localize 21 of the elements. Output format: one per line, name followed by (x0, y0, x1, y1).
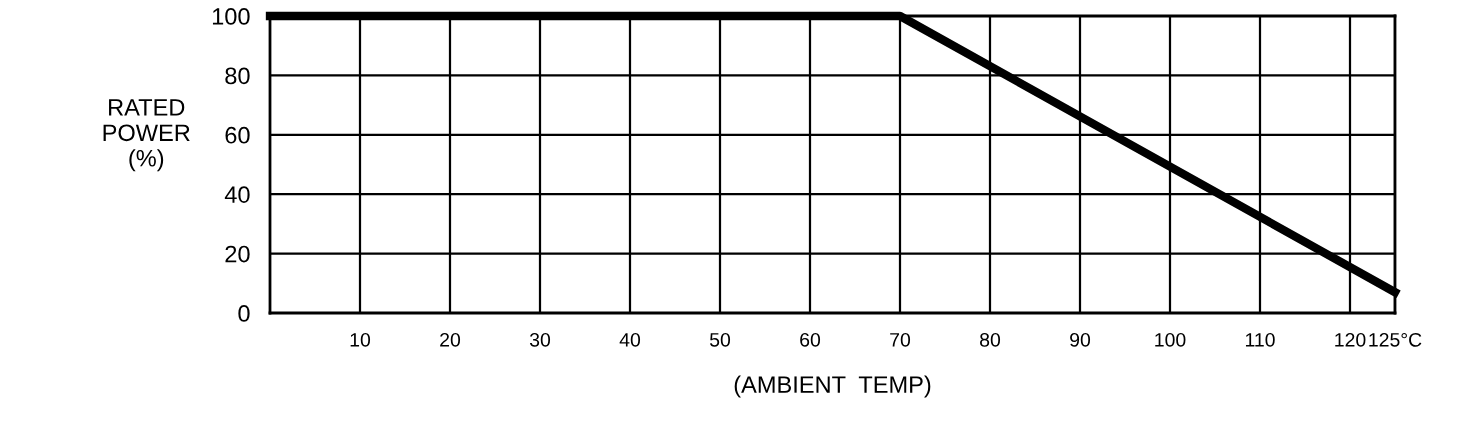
x-tick-label: 10 (350, 332, 371, 347)
x-tick-label: 30 (529, 332, 551, 347)
x-tick-label: 70 (890, 332, 911, 347)
y-tick-label: 60 (225, 126, 250, 144)
x-tick-label: 20 (440, 332, 461, 347)
x-tick-label: 50 (709, 332, 731, 347)
y-tick-label: 0 (238, 305, 250, 322)
x-axis-title: (AMBIENT TEMP) (734, 375, 931, 398)
x-tick-label: 90 (1070, 332, 1091, 347)
x-tick-label: 60 (800, 332, 821, 347)
y-axis-title: RATED POWER (%) (103, 99, 190, 172)
x-tick-label: 40 (619, 332, 641, 347)
x-tick-label: 80 (980, 332, 1001, 347)
x-tick-label: 110 (1245, 332, 1275, 347)
x-tick-label: 125°C (1369, 332, 1422, 347)
y-tick-label: 100 (212, 8, 250, 25)
y-tick-label: 80 (225, 67, 250, 85)
y-tick-label: 40 (224, 186, 250, 203)
x-tick-label: 100 (1155, 332, 1186, 347)
x-tick-label: 120 (1335, 332, 1366, 347)
y-tick-label: 20 (225, 245, 250, 263)
